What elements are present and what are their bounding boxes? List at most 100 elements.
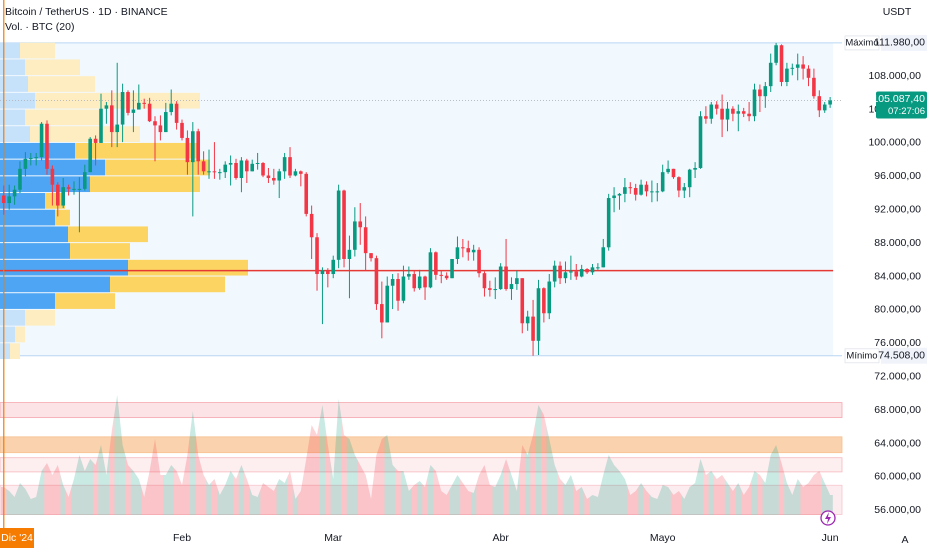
candle-body bbox=[606, 198, 611, 248]
candle-body bbox=[23, 158, 28, 169]
candle-body bbox=[223, 164, 228, 173]
profile-down-bar bbox=[105, 159, 210, 176]
volume-profile bbox=[0, 42, 248, 360]
candle-body bbox=[239, 160, 244, 179]
candle-body bbox=[633, 188, 638, 195]
candle-body bbox=[552, 265, 557, 282]
candle-body bbox=[358, 221, 363, 228]
volume-segment bbox=[173, 468, 180, 515]
candle-body bbox=[671, 168, 676, 178]
profile-up-bar bbox=[0, 126, 30, 142]
volume-segment bbox=[616, 468, 623, 515]
candle-body bbox=[628, 187, 633, 189]
candle-body bbox=[428, 252, 433, 288]
volume-segment bbox=[330, 439, 336, 515]
price-zone bbox=[0, 484, 843, 515]
candle-body bbox=[164, 112, 168, 133]
price-zone bbox=[0, 402, 843, 419]
volume-segment bbox=[627, 487, 633, 515]
volume-segment bbox=[157, 457, 164, 515]
range-value-box bbox=[881, 347, 927, 364]
candle-body bbox=[363, 227, 368, 254]
candle-body bbox=[482, 273, 487, 289]
candle-body bbox=[180, 122, 184, 138]
volume-segment bbox=[751, 471, 758, 515]
volume-segment bbox=[346, 437, 353, 515]
volume-segment bbox=[692, 471, 698, 515]
volume-segment bbox=[497, 467, 504, 515]
candle-body bbox=[525, 316, 530, 324]
y-tick-label: 60.000,00 bbox=[874, 471, 921, 483]
candle-body bbox=[131, 109, 136, 113]
last-price-box bbox=[876, 91, 927, 119]
candle-body bbox=[752, 89, 757, 117]
candle-body bbox=[666, 168, 670, 173]
candle-body bbox=[466, 248, 471, 253]
volume-segment bbox=[276, 479, 282, 515]
profile-up-bar bbox=[0, 259, 128, 276]
candle-body bbox=[207, 171, 211, 173]
candle-body bbox=[585, 269, 589, 273]
volume-segment bbox=[470, 484, 477, 515]
range-name-box bbox=[844, 348, 880, 364]
profile-up-bar bbox=[0, 343, 10, 360]
volume-segment bbox=[308, 425, 315, 515]
candle-body bbox=[34, 157, 38, 159]
candle-body bbox=[693, 167, 697, 170]
volume-segment bbox=[11, 490, 18, 515]
profile-down-bar bbox=[68, 226, 148, 243]
volume-segment bbox=[524, 445, 531, 515]
candle-body bbox=[158, 125, 163, 133]
volume-segment bbox=[76, 455, 83, 515]
candle-body bbox=[639, 184, 643, 195]
volume-segment bbox=[649, 494, 655, 515]
volume-segment bbox=[487, 475, 493, 515]
candle-body bbox=[655, 191, 660, 193]
x-tick-label: Jun bbox=[822, 532, 839, 544]
volume-segment bbox=[600, 465, 606, 515]
candle-body bbox=[687, 169, 692, 188]
candle-body bbox=[623, 187, 627, 194]
y-tick-label: 92.000,00 bbox=[874, 204, 921, 216]
volume-segment bbox=[595, 486, 601, 515]
profile-down-bar bbox=[70, 243, 130, 259]
countdown-label: 07:27:06 bbox=[888, 106, 925, 117]
candle-body bbox=[644, 184, 649, 192]
candle-body bbox=[531, 316, 535, 341]
candle-body bbox=[758, 89, 762, 97]
price-lines bbox=[0, 0, 842, 528]
volume-segment bbox=[6, 489, 12, 515]
volume-segment bbox=[605, 455, 612, 515]
volume-segment bbox=[179, 470, 185, 515]
y-tick-label: 100.000,00 bbox=[868, 137, 921, 149]
candle-body bbox=[806, 68, 811, 78]
candle-body bbox=[725, 108, 730, 120]
candle-body bbox=[191, 131, 195, 163]
alert-icon[interactable] bbox=[820, 510, 836, 526]
volume-segment bbox=[33, 484, 39, 515]
volume-segment bbox=[22, 486, 29, 515]
candle-body bbox=[169, 103, 174, 113]
x-tick-label: Mayo bbox=[650, 532, 676, 544]
candle-body bbox=[569, 271, 573, 273]
profile-down-bar bbox=[15, 326, 25, 343]
candle-body bbox=[99, 108, 103, 143]
candle-body bbox=[455, 247, 460, 259]
volume-segment bbox=[265, 485, 272, 515]
volume-segment bbox=[676, 491, 682, 515]
y-tick-label: 76.000,00 bbox=[874, 337, 921, 349]
candle-body bbox=[801, 64, 805, 69]
volume-segment bbox=[319, 405, 326, 515]
candle-body bbox=[731, 108, 735, 114]
volume-segment bbox=[168, 465, 174, 515]
volume-segment bbox=[341, 417, 347, 515]
crosshair-label: Dic '24 bbox=[1, 532, 33, 544]
candle-body bbox=[245, 160, 249, 172]
candle-body bbox=[504, 266, 508, 290]
volume-segment bbox=[778, 454, 785, 515]
candle-body bbox=[282, 157, 287, 172]
auto-scale-button[interactable]: A bbox=[901, 534, 908, 546]
candle-body bbox=[82, 172, 87, 189]
volume-segment bbox=[632, 487, 639, 515]
